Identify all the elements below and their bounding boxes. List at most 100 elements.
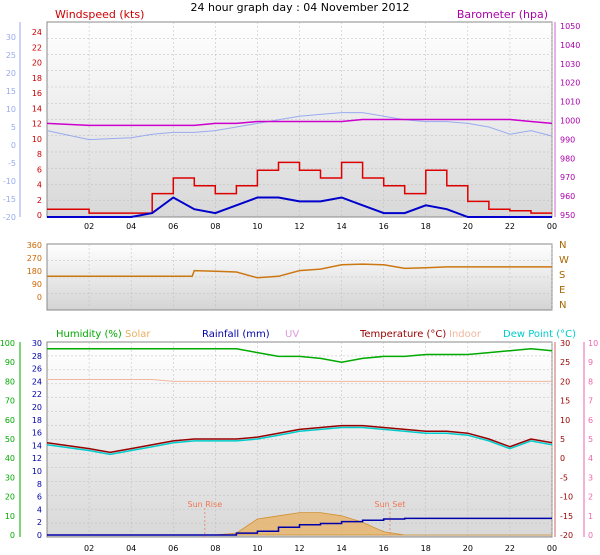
- x-tick-16: 16: [379, 222, 389, 231]
- p3-outer-tick-9: 10: [5, 512, 15, 521]
- p3-outer-right-tick-8: 2: [588, 493, 593, 502]
- barometer-line: [46, 118, 553, 127]
- p3-outer-tick-10: 0: [10, 531, 15, 540]
- p1-outer-tick-7: -5: [8, 159, 16, 168]
- p1-right-tick-2: 1030: [560, 60, 580, 69]
- p2-left-tick-4: 0: [37, 293, 42, 302]
- legend-item-0: Humidity (%): [56, 329, 122, 340]
- p1-left-tick-5: 14: [32, 104, 42, 113]
- x-tick-06: 06: [168, 222, 178, 231]
- barometer-label: Barometer (hpa): [457, 8, 548, 21]
- p1-outer-tick-8: -10: [3, 177, 16, 186]
- p3-left-tick-0: 30: [32, 339, 42, 348]
- legend-item-2: Rainfall (mm): [202, 329, 270, 340]
- dir-label-4: N: [559, 300, 566, 311]
- p1-right-tick-8: 970: [560, 173, 575, 182]
- p1-outer-tick-10: -20: [3, 213, 16, 222]
- p3-left-tick-4: 22: [32, 390, 42, 399]
- p1-left-tick-7: 10: [32, 135, 42, 144]
- p3-outer-tick-1: 90: [5, 358, 15, 367]
- x-tick-12: 12: [294, 544, 304, 553]
- x-tick-10: 10: [252, 544, 262, 553]
- x-tick-14: 14: [336, 544, 346, 553]
- p3-left-tick-2: 26: [32, 365, 42, 374]
- p1-right-tick-0: 1050: [560, 22, 580, 31]
- p3-left-tick-14: 2: [37, 518, 42, 527]
- p1-right-tick-10: 950: [560, 211, 575, 220]
- p3-left-tick-3: 24: [32, 377, 42, 386]
- x-tick-16: 16: [379, 544, 389, 553]
- p1-left-tick-12: 0: [37, 211, 42, 220]
- panel1-series: [46, 112, 553, 218]
- p1-left-tick-8: 8: [37, 150, 42, 159]
- p3-left-tick-15: 0: [37, 531, 42, 540]
- p1-outer-tick-0: 30: [6, 33, 16, 42]
- p1-right-tick-4: 1010: [560, 98, 580, 107]
- p3-left-tick-11: 8: [37, 480, 42, 489]
- x-tick-10: 10: [252, 222, 262, 231]
- dir-label-3: E: [559, 285, 565, 296]
- p3-right-tick-1: 25: [560, 358, 570, 367]
- p1-left-tick-11: 2: [37, 196, 42, 205]
- p3-outer-right-tick-6: 4: [588, 454, 593, 463]
- x-tick-20: 20: [463, 222, 473, 231]
- panel2-left-axis: 360 270 180 90 0: [27, 241, 42, 302]
- p1-left-tick-2: 20: [32, 59, 42, 68]
- graph-title: 24 hour graph day : 04 November 2012: [190, 1, 409, 14]
- x-tick-08: 08: [210, 222, 220, 231]
- p1-right-tick-7: 980: [560, 154, 575, 163]
- p3-right-tick-9: -15: [560, 512, 573, 521]
- legend-item-6: Dew Point (°C): [503, 329, 576, 340]
- panel3-legend: Humidity (%) Solar Rainfall (mm) UV Temperat…: [56, 329, 576, 340]
- p1-right-tick-1: 1040: [560, 41, 580, 50]
- p3-left-tick-5: 20: [32, 403, 42, 412]
- panel1-x-axis: 02 04 06 08 10 12 14 16 18 20 22 00: [84, 222, 557, 231]
- p3-left-tick-7: 16: [32, 429, 42, 438]
- p1-outer-tick-5: 5: [11, 123, 16, 132]
- p3-right-tick-3: 15: [560, 397, 570, 406]
- p3-outer-right-tick-3: 7: [588, 397, 593, 406]
- p3-outer-right-tick-1: 9: [588, 358, 593, 367]
- p1-left-tick-0: 24: [32, 28, 42, 37]
- panel3-grid: [47, 342, 553, 537]
- p3-outer-tick-8: 20: [5, 493, 15, 502]
- p3-outer-tick-4: 60: [5, 416, 15, 425]
- p2-left-tick-0: 360: [27, 241, 42, 250]
- x-tick-00: 00: [547, 544, 557, 553]
- p1-left-tick-10: 4: [37, 181, 42, 190]
- panel3-series: Sun Rise Sun Set: [46, 348, 553, 537]
- p1-outer-tick-6: 0: [11, 141, 16, 150]
- humidity-line: [47, 348, 553, 363]
- p3-outer-right-tick-9: 1: [588, 512, 593, 521]
- x-tick-14: 14: [336, 222, 346, 231]
- panel-wind-baro: Windspeed (kts) Barometer (hpa) 30252015…: [3, 8, 580, 231]
- p2-left-tick-2: 180: [27, 267, 42, 276]
- p1-right-tick-5: 1000: [560, 117, 580, 126]
- panel-humidity-temp: Humidity (%) Solar Rainfall (mm) UV Temperat…: [0, 329, 598, 553]
- legend-item-3: UV: [285, 329, 299, 340]
- gust-line: [47, 196, 552, 218]
- p1-outer-tick-9: -15: [3, 195, 16, 204]
- x-tick-22: 22: [505, 222, 515, 231]
- p3-left-tick-8: 14: [32, 441, 42, 450]
- legend-item-1: Solar: [125, 329, 151, 340]
- panel3-x-axis: 02 04 06 08 10 12 14 16 18 20 22 00: [84, 544, 557, 553]
- temperature-overlay-line: [46, 112, 553, 141]
- p1-right-tick-3: 1020: [560, 79, 580, 88]
- p2-left-tick-1: 270: [27, 254, 42, 263]
- p1-outer-tick-4: 10: [6, 105, 16, 114]
- p3-outer-tick-0: 100: [0, 339, 15, 348]
- p1-left-tick-3: 18: [32, 74, 42, 83]
- p3-right-tick-8: -10: [560, 493, 573, 502]
- windspeed-line: [47, 161, 552, 214]
- p3-outer-right-tick-0: 10: [588, 339, 598, 348]
- p3-right-tick-6: 0: [560, 454, 565, 463]
- windspeed-label: Windspeed (kts): [55, 8, 144, 21]
- p3-outer-tick-7: 30: [5, 473, 15, 482]
- p1-right-tick-9: 960: [560, 192, 575, 201]
- x-tick-04: 04: [126, 544, 136, 553]
